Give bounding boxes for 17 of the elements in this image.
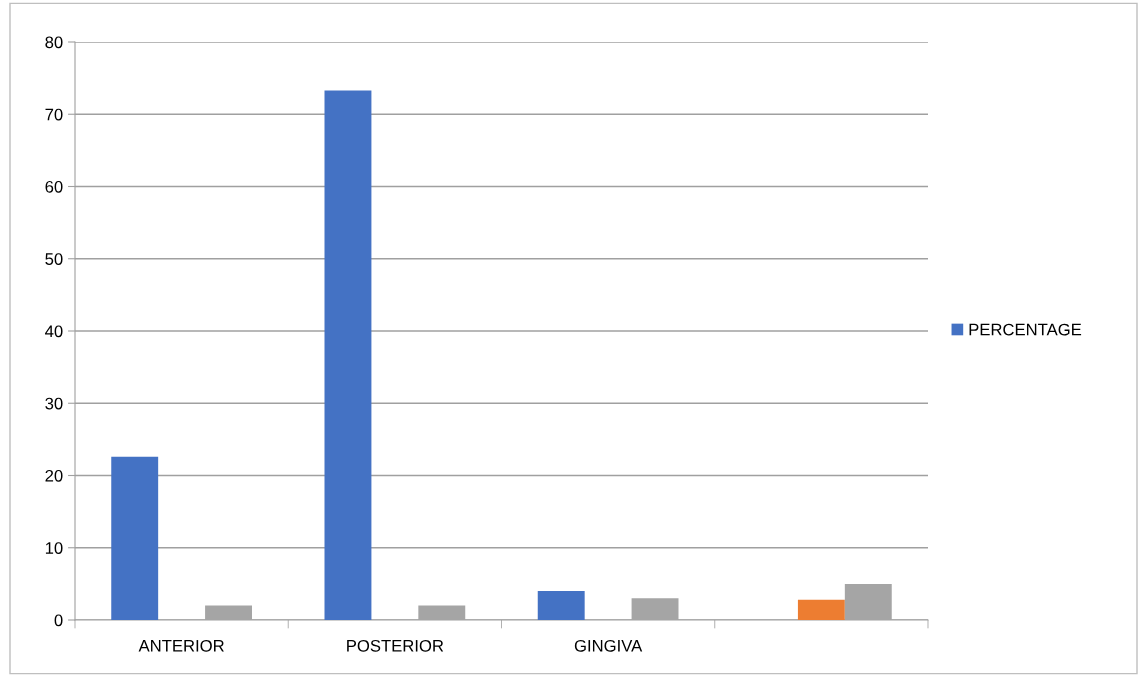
x-tick-label: POSTERIOR	[347, 639, 444, 652]
bar	[324, 90, 372, 620]
x-tick-label: GINGIVA	[574, 639, 643, 652]
bar	[797, 599, 845, 620]
y-tick-label: 80	[45, 36, 63, 49]
y-tick-label: 50	[45, 253, 63, 265]
y-tick-label: 10	[45, 542, 63, 554]
legend-label: PERCENTAGE	[969, 323, 1082, 336]
y-tick-label: 0	[54, 614, 63, 627]
bar	[537, 591, 585, 620]
y-tick-label: 60	[45, 180, 63, 193]
bar	[111, 456, 159, 620]
x-tick-label: ANTERIOR	[138, 639, 224, 652]
y-tick-label: 70	[45, 108, 63, 121]
y-tick-label: 30	[45, 397, 63, 410]
y-tick-label: 20	[45, 469, 63, 482]
y-tick-label: 40	[45, 325, 63, 338]
